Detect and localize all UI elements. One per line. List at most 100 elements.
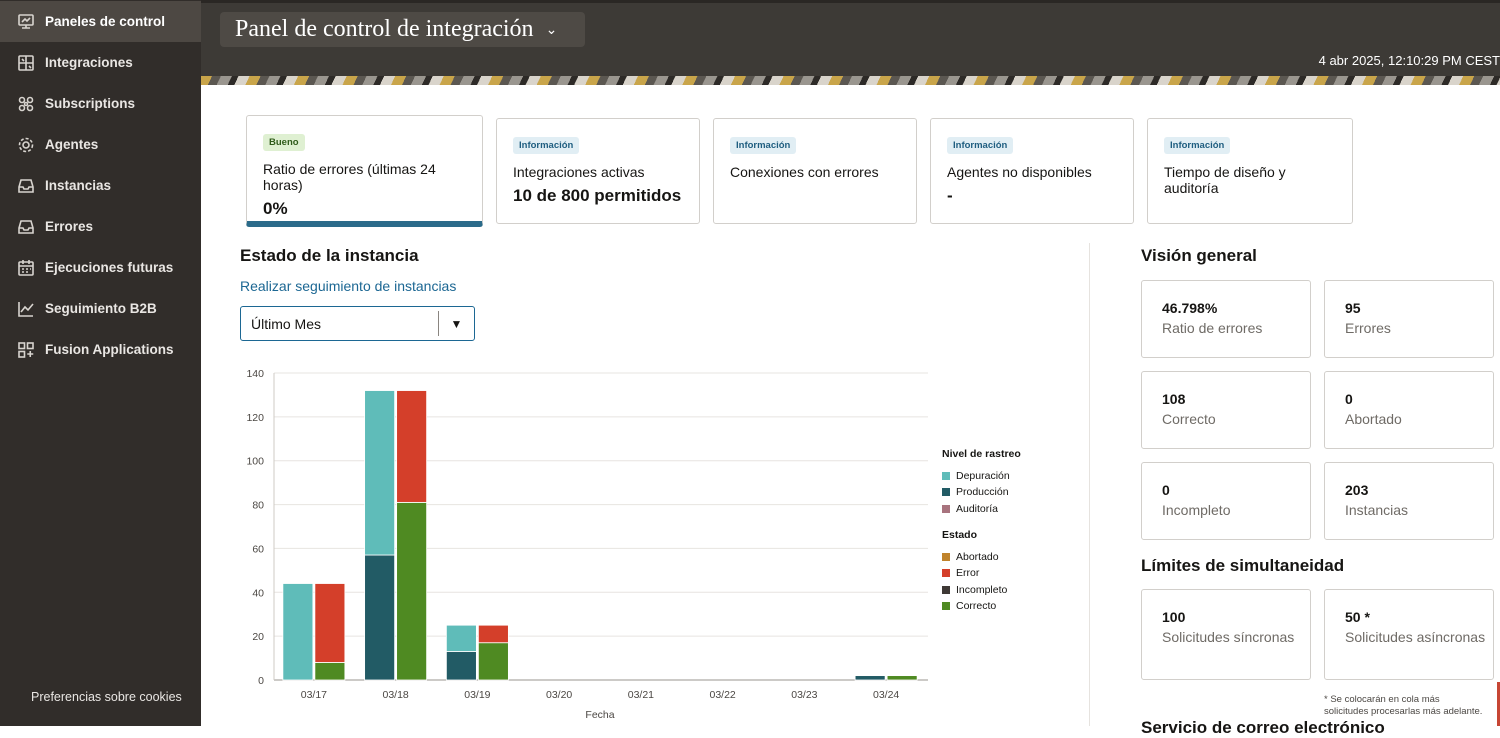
kpi-card-unavailable-agents[interactable]: Información Agentes no disponibles - bbox=[930, 118, 1134, 224]
x-tick-label: 03/20 bbox=[546, 689, 572, 701]
overview-tile-instances[interactable]: 203 Instancias bbox=[1324, 462, 1494, 540]
sidebar-item-b2b-tracking[interactable]: Seguimiento B2B bbox=[0, 288, 201, 329]
kpi-value: - bbox=[947, 186, 953, 205]
gear-icon bbox=[17, 136, 35, 154]
overview-tile-incomplete[interactable]: 0 Incompleto bbox=[1141, 462, 1311, 540]
inbox-error-icon bbox=[17, 218, 35, 236]
tile-label: Abortado bbox=[1345, 411, 1402, 427]
track-instances-link[interactable]: Realizar seguimiento de instancias bbox=[240, 278, 457, 294]
legend-swatch bbox=[942, 504, 950, 513]
bar-status-correcto bbox=[886, 675, 918, 681]
bar-trace-depuración bbox=[445, 624, 477, 652]
bar-trace-depuración bbox=[282, 583, 314, 681]
legend-label: Auditoría bbox=[956, 502, 999, 515]
x-tick-label: 03/17 bbox=[301, 689, 327, 701]
tile-label: Ratio de errores bbox=[1162, 320, 1263, 336]
status-badge: Información bbox=[947, 137, 1014, 154]
email-service-title: Servicio de correo electrónico bbox=[1141, 718, 1385, 737]
dashboard-selector[interactable]: Panel de control de integración ⌄ bbox=[220, 12, 585, 47]
legend-title-trace: Nivel de rastreo bbox=[942, 448, 1021, 460]
period-select[interactable]: Último Mes ▼ bbox=[240, 306, 475, 341]
y-tick-label: 20 bbox=[252, 631, 264, 643]
legend-item[interactable]: Error bbox=[942, 565, 1021, 581]
x-axis-title: Fecha bbox=[585, 709, 614, 721]
x-tick-label: 03/23 bbox=[791, 689, 817, 701]
instance-status-title: Estado de la instancia bbox=[240, 246, 419, 265]
y-tick-label: 80 bbox=[252, 500, 264, 512]
scroll-indicator bbox=[1497, 682, 1500, 726]
bar-status-error bbox=[477, 624, 509, 644]
bar-trace-depuración bbox=[364, 390, 396, 556]
sidebar-item-instances[interactable]: Instancias bbox=[0, 165, 201, 206]
page-title: Panel de control de integración bbox=[235, 16, 534, 42]
kpi-card-failed-connections[interactable]: Información Conexiones con errores bbox=[713, 118, 917, 224]
kpi-card-error-ratio[interactable]: Bueno Ratio de errores (últimas 24 horas… bbox=[246, 115, 483, 227]
sidebar-item-future-runs[interactable]: Ejecuciones futuras bbox=[0, 247, 201, 288]
sidebar-item-label: Subscriptions bbox=[45, 96, 136, 111]
sidebar-item-agents[interactable]: Agentes bbox=[0, 124, 201, 165]
x-tick-label: 03/22 bbox=[709, 689, 735, 701]
y-tick-label: 0 bbox=[258, 675, 264, 687]
cookie-preferences-link[interactable]: Preferencias sobre cookies bbox=[31, 690, 182, 704]
bar-trace-producción bbox=[445, 651, 477, 681]
sidebar-item-errors[interactable]: Errores bbox=[0, 206, 201, 247]
overview-tile-success[interactable]: 108 Correcto bbox=[1141, 371, 1311, 449]
kpi-card-active-integrations[interactable]: Información Integraciones activas 10 de … bbox=[496, 118, 700, 224]
legend-item[interactable]: Depuración bbox=[942, 468, 1021, 484]
tile-label: Correcto bbox=[1162, 411, 1216, 427]
legend-item[interactable]: Correcto bbox=[942, 598, 1021, 614]
chevron-down-icon: ⌄ bbox=[545, 21, 558, 37]
tile-label: Incompleto bbox=[1162, 502, 1231, 518]
bar-status-correcto bbox=[396, 501, 428, 681]
legend-item[interactable]: Auditoría bbox=[942, 501, 1021, 517]
legend-label: Incompleto bbox=[956, 583, 1008, 596]
kpi-value: 0% bbox=[263, 199, 288, 218]
kpi-card-design-audit[interactable]: Información Tiempo de diseño y auditoría bbox=[1147, 118, 1353, 224]
x-tick-label: 03/18 bbox=[382, 689, 408, 701]
legend-label: Producción bbox=[956, 486, 1009, 499]
status-badge: Información bbox=[513, 137, 580, 154]
status-badge: Información bbox=[730, 137, 797, 154]
kpi-label: Conexiones con errores bbox=[730, 164, 879, 180]
sidebar-item-subscriptions[interactable]: Subscriptions bbox=[0, 83, 201, 124]
overview-tile-errors[interactable]: 95 Errores bbox=[1324, 280, 1494, 358]
legend-swatch bbox=[942, 569, 950, 578]
x-tick-label: 03/24 bbox=[873, 689, 899, 701]
sidebar-item-fusion-applications[interactable]: Fusion Applications bbox=[0, 329, 201, 370]
line-chart-icon bbox=[17, 300, 35, 318]
sidebar-item-dashboards[interactable]: Paneles de control bbox=[0, 1, 201, 42]
tile-value: 50 * bbox=[1345, 609, 1370, 625]
bar-status-error bbox=[396, 390, 428, 503]
y-tick-label: 140 bbox=[246, 368, 264, 380]
legend-swatch bbox=[942, 472, 950, 481]
concurrency-limits-title: Límites de simultaneidad bbox=[1141, 556, 1345, 575]
overview-title: Visión general bbox=[1141, 246, 1257, 265]
kpi-label: Ratio de errores (últimas 24 horas) bbox=[263, 161, 436, 193]
bar-trace-producción bbox=[854, 675, 886, 681]
legend-item[interactable]: Producción bbox=[942, 484, 1021, 500]
legend-item[interactable]: Abortado bbox=[942, 549, 1021, 565]
bar-trace-producción bbox=[364, 554, 396, 681]
x-tick-label: 03/19 bbox=[464, 689, 490, 701]
sidebar-item-label: Instancias bbox=[45, 178, 112, 193]
tile-label: Errores bbox=[1345, 320, 1391, 336]
sidebar-item-label: Integraciones bbox=[45, 55, 133, 70]
legend-label: Depuración bbox=[956, 470, 1010, 483]
kpi-label: Tiempo de diseño y auditoría bbox=[1164, 164, 1286, 196]
y-tick-label: 60 bbox=[252, 543, 264, 555]
overview-tile-aborted[interactable]: 0 Abortado bbox=[1324, 371, 1494, 449]
chart-legend: Nivel de rastreo Depuración Producción A… bbox=[942, 448, 1021, 614]
legend-swatch bbox=[942, 585, 950, 594]
tile-label: Solicitudes síncronas bbox=[1162, 629, 1295, 645]
instance-status-chart: 0 20 40 60 80 100 120 140 03/17 03/18 03/19 03/20 03… bbox=[246, 368, 928, 721]
overview-tile-error-ratio[interactable]: 46.798% Ratio de errores bbox=[1141, 280, 1311, 358]
current-datetime: 4 abr 2025, 12:10:29 PM CEST bbox=[1318, 53, 1500, 68]
tile-label: Instancias bbox=[1345, 502, 1409, 518]
kpi-value: 10 de 800 permitidos bbox=[513, 186, 682, 205]
bar-status-correcto bbox=[477, 642, 509, 681]
legend-swatch bbox=[942, 488, 950, 497]
sidebar-item-integrations[interactable]: Integraciones bbox=[0, 42, 201, 83]
legend-label: Abortado bbox=[956, 551, 999, 564]
header-banner-pattern bbox=[201, 76, 1500, 85]
legend-item[interactable]: Incompleto bbox=[942, 581, 1021, 597]
